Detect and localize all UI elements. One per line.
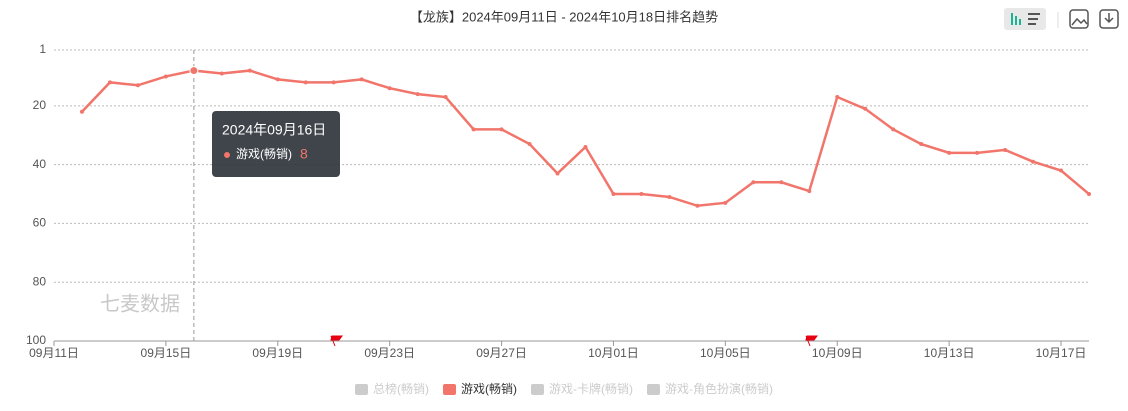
point: [1059, 168, 1064, 173]
y-tick-label: 40: [33, 157, 47, 171]
flags: [330, 335, 818, 347]
tooltip-box: [212, 111, 340, 177]
point: [695, 203, 700, 208]
point: [807, 189, 812, 194]
download[interactable]: [1099, 9, 1119, 29]
point: [79, 109, 84, 114]
point: [443, 95, 448, 100]
point: [975, 150, 980, 155]
y-tick-label: 1: [39, 42, 46, 56]
point: [779, 180, 784, 185]
y-tick-label: 100: [26, 333, 46, 347]
legend-label[interactable]: 游戏-卡牌(畅销): [549, 382, 633, 396]
point: [219, 71, 224, 76]
legend-swatch: [355, 384, 368, 395]
y-tick-label: 80: [33, 274, 47, 288]
x-tick-label: 10月09日: [812, 346, 863, 360]
x-tick-label: 09月27日: [476, 346, 527, 360]
point: [527, 142, 532, 147]
view-toggle[interactable]: [1004, 8, 1046, 30]
save-image[interactable]: [1069, 9, 1089, 29]
point: [107, 80, 112, 85]
point: [135, 83, 140, 88]
legend-label[interactable]: 总榜(畅销): [373, 381, 429, 396]
point: [891, 127, 896, 132]
tooltip-series: 游戏(畅销): [236, 147, 292, 161]
tooltip-value: 8: [300, 146, 308, 162]
point: [611, 192, 616, 197]
point: [415, 92, 420, 97]
point: [471, 127, 476, 132]
point: [189, 66, 199, 76]
point: [247, 68, 252, 73]
point: [387, 86, 392, 91]
x-tick-label: 10月05日: [700, 346, 751, 360]
point: [1003, 147, 1008, 152]
chart-title: 【龙族】2024年09月11日 - 2024年10月18日排名趋势: [410, 9, 718, 24]
toolbar: [1004, 8, 1119, 30]
point: [163, 74, 168, 79]
y-tick-label: 60: [33, 216, 47, 230]
x-tick-label: 09月11日: [29, 346, 79, 360]
point: [275, 77, 280, 82]
point: [639, 192, 644, 197]
point: [919, 142, 924, 147]
point: [947, 150, 952, 155]
point: [1031, 159, 1036, 164]
point: [359, 77, 364, 82]
x-tick-label: 09月19日: [252, 346, 303, 360]
point: [667, 194, 672, 199]
point: [863, 106, 868, 111]
point: [1087, 192, 1091, 197]
point: [331, 80, 336, 85]
point: [499, 127, 504, 132]
legend-label[interactable]: 游戏(畅销): [461, 382, 517, 396]
x-tick-label: 10月13日: [924, 346, 975, 360]
x-tick-label: 09月23日: [364, 346, 415, 360]
y-tick-label: 20: [33, 98, 47, 112]
tooltip-dot: [224, 152, 230, 158]
legend-swatch: [531, 384, 544, 395]
point: [751, 180, 756, 185]
x-tick-label: 10月17日: [1036, 346, 1087, 360]
point: [723, 200, 728, 205]
point: [583, 145, 588, 149]
watermark: 七麦数据: [100, 292, 180, 315]
legend-label[interactable]: 游戏-角色扮演(畅销): [665, 381, 773, 396]
point: [555, 171, 560, 176]
tooltip-title: 2024年09月16日: [222, 122, 326, 138]
point: [835, 95, 840, 100]
x-tick-label: 10月01日: [588, 346, 639, 360]
point: [303, 80, 308, 85]
x-tick-label: 09月15日: [141, 346, 192, 360]
legend-swatch: [443, 384, 456, 395]
legend-swatch: [647, 384, 660, 395]
